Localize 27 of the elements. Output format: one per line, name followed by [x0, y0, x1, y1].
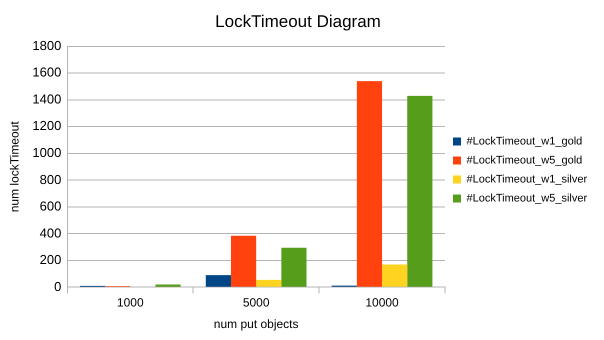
- y-tick-label: 1000: [32, 145, 62, 160]
- legend-label: #LockTimeout_w1_gold: [466, 136, 582, 148]
- y-tick-label: 0: [54, 278, 62, 294]
- y-tick-label: 1200: [32, 118, 62, 134]
- x-axis-title: num put objects: [214, 317, 299, 332]
- bar: [230, 236, 256, 287]
- y-tick-label: 600: [40, 198, 62, 214]
- legend-label: #LockTimeout_w5_gold: [466, 154, 582, 167]
- chart-title: LockTimeout Diagram: [215, 12, 381, 31]
- y-tick-label: 200: [40, 252, 62, 268]
- y-tick-label: 1800: [32, 38, 62, 53]
- y-tick-label: 400: [40, 225, 62, 240]
- bar: [206, 275, 231, 287]
- x-tick-label: 1000: [116, 296, 144, 310]
- bar: [382, 264, 408, 287]
- legend-label: #LockTimeout_w5_silver: [466, 192, 588, 205]
- y-tick-label: 1600: [32, 64, 62, 80]
- bar: [407, 96, 432, 287]
- x-tick-label: 10000: [365, 296, 400, 310]
- x-tick-label: 5000: [242, 296, 270, 310]
- legend-label: #LockTimeout_w1_silver: [466, 174, 588, 186]
- y-axis-title: num lockTimeout: [8, 120, 22, 212]
- y-tick-label: 1400: [32, 91, 62, 106]
- bar: [256, 280, 282, 287]
- y-tick-label: 800: [40, 172, 62, 187]
- bar: [356, 81, 382, 287]
- bar: [281, 248, 307, 287]
